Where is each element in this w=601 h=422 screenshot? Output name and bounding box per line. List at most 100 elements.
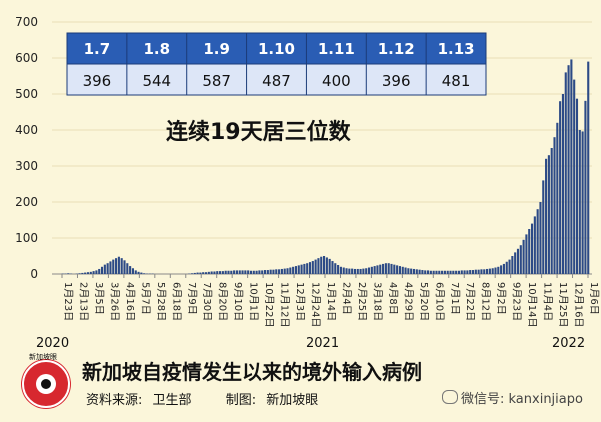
bar — [134, 270, 137, 274]
bar — [483, 269, 486, 274]
bar — [556, 122, 559, 274]
x-tick-label: 12月24日 — [310, 282, 322, 327]
bar — [252, 270, 255, 274]
x-tick-label: 5月20日 — [418, 282, 430, 321]
bar — [519, 245, 522, 274]
year-label-2021: 2021 — [306, 336, 340, 351]
bar — [143, 273, 146, 274]
wechat-icon — [442, 390, 458, 404]
y-tick-label: 200 — [15, 195, 38, 209]
bar — [564, 72, 567, 275]
y-tick-label: 0 — [30, 267, 38, 281]
bar — [359, 268, 362, 274]
year-label-2022: 2022 — [552, 336, 586, 351]
bar — [140, 272, 143, 274]
bar — [266, 270, 269, 274]
bar — [443, 270, 446, 274]
bar — [452, 270, 455, 274]
table-date-cell: 1.9 — [203, 40, 230, 58]
footer-credits: 资料来源: 卫生部 制图: 新加坡眼 — [86, 389, 324, 408]
bar — [356, 268, 359, 274]
bar — [289, 267, 292, 274]
bar — [542, 180, 545, 274]
bar — [567, 65, 570, 274]
bar — [112, 259, 115, 274]
bar — [98, 268, 101, 274]
annotation-text: 连续19天居三位数 — [166, 119, 352, 145]
bar — [137, 271, 140, 274]
bar — [449, 270, 452, 274]
x-tick-label: 1月14日 — [325, 282, 337, 321]
x-tick-label: 3月26日 — [108, 282, 120, 321]
table-value-cell: 396 — [382, 72, 411, 90]
bar — [511, 256, 514, 274]
bar — [494, 267, 497, 274]
bar — [530, 223, 534, 274]
bar — [508, 259, 511, 274]
bar — [561, 94, 565, 274]
bar — [275, 269, 278, 274]
bar — [486, 268, 489, 274]
bar — [263, 270, 267, 274]
bar — [202, 272, 205, 274]
bar — [126, 263, 129, 274]
bar — [415, 269, 418, 274]
table-date-cell: 1.8 — [143, 40, 170, 58]
table-date-cell: 1.13 — [438, 40, 475, 58]
table-date-cell: 1.10 — [258, 40, 295, 58]
table-header-row — [66, 32, 487, 65]
bar — [86, 272, 90, 274]
bar — [323, 256, 326, 274]
y-tick-label: 700 — [15, 15, 38, 29]
bar — [516, 248, 520, 274]
bar — [115, 258, 118, 274]
bar — [204, 272, 208, 274]
x-tick-label: 10月14日 — [526, 282, 538, 327]
y-tick-label: 100 — [15, 231, 38, 245]
bar — [117, 256, 120, 274]
bar — [379, 264, 382, 274]
bar — [528, 229, 531, 274]
bar — [578, 130, 581, 274]
bar — [466, 270, 469, 274]
table-date-cell: 1.7 — [84, 40, 111, 58]
bar — [258, 270, 261, 274]
bar — [213, 271, 216, 274]
bar — [331, 261, 334, 274]
bar — [365, 268, 368, 274]
table-value-cell: 587 — [202, 72, 231, 90]
bar — [190, 273, 194, 274]
bar — [89, 271, 92, 274]
bar — [553, 137, 556, 274]
bar — [303, 263, 306, 274]
bar — [95, 270, 98, 274]
bar — [106, 263, 109, 274]
table-value-cell: 544 — [142, 72, 171, 90]
bar — [325, 257, 328, 274]
bar — [297, 265, 300, 274]
bar — [328, 258, 331, 274]
bar — [311, 261, 314, 274]
bar — [387, 263, 390, 274]
bar — [457, 270, 461, 274]
bar — [131, 268, 134, 274]
bar — [306, 263, 309, 274]
bar — [280, 268, 283, 274]
bar — [351, 268, 354, 274]
x-tick-label: 7月1日 — [449, 282, 461, 315]
bar — [235, 270, 238, 274]
bar — [244, 270, 247, 274]
bar — [539, 202, 542, 274]
logo-icon — [22, 360, 70, 408]
y-tick-label: 500 — [15, 87, 38, 101]
bar — [547, 155, 550, 274]
bar — [390, 263, 393, 274]
bar — [103, 264, 106, 274]
bar — [514, 252, 517, 274]
x-tick-label: 5月28日 — [155, 282, 167, 321]
x-tick-label: 9月23日 — [511, 282, 523, 321]
bar — [455, 270, 458, 274]
wechat-watermark: 微信号: kanxinjiapo — [442, 388, 583, 407]
bar — [438, 270, 441, 274]
